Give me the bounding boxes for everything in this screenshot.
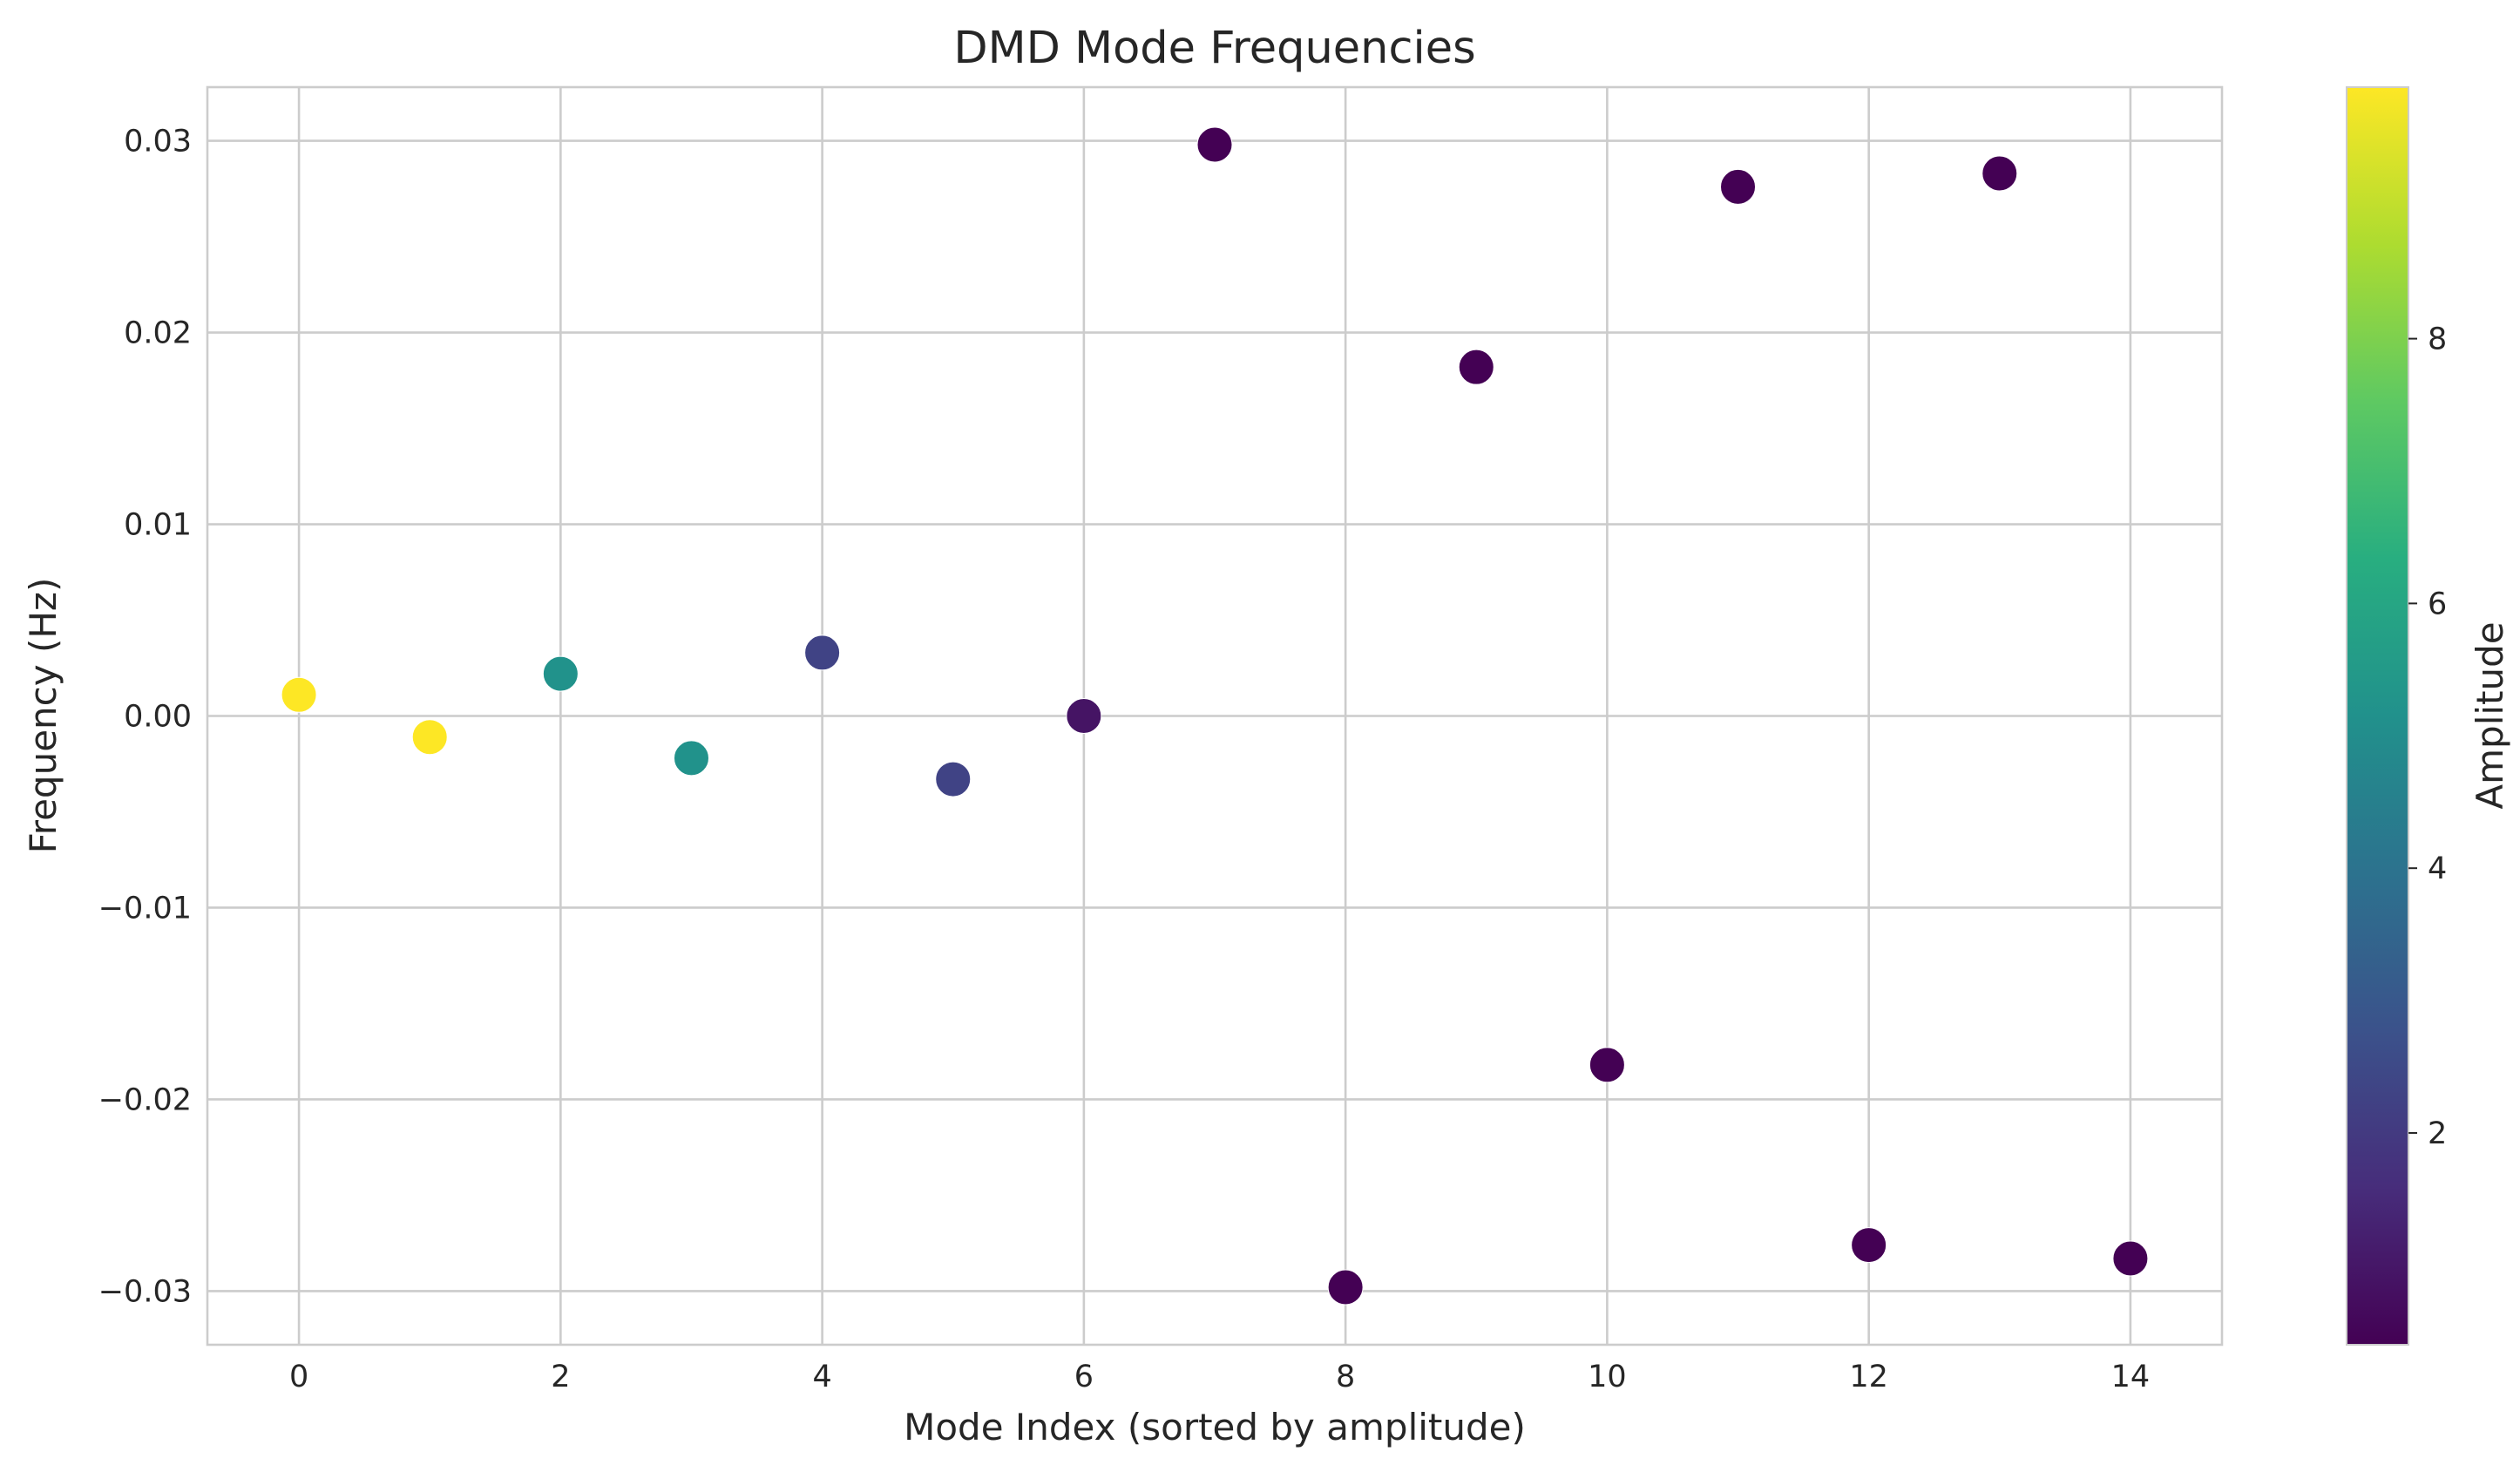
y-tick-label: −0.01 xyxy=(98,891,192,926)
data-point xyxy=(1851,1227,1887,1264)
data-point xyxy=(1066,698,1102,734)
data-point xyxy=(1327,1269,1364,1306)
data-points xyxy=(281,126,2149,1306)
colorbar-tick-label: 4 xyxy=(2428,851,2447,886)
data-point xyxy=(281,676,317,713)
x-tick-label: 4 xyxy=(812,1360,831,1394)
y-tick-label: 0.01 xyxy=(124,508,192,543)
y-tick-label: −0.03 xyxy=(98,1274,192,1309)
data-point xyxy=(1720,168,1757,205)
grid xyxy=(207,87,2222,1345)
colorbar-tick-label: 8 xyxy=(2428,322,2447,357)
x-axis-label: Mode Index (sorted by amplitude) xyxy=(904,1406,1526,1448)
data-point xyxy=(542,655,579,692)
data-point xyxy=(1458,349,1494,385)
data-point xyxy=(935,761,972,797)
y-tick-label: 0.02 xyxy=(124,316,192,351)
x-tick-label: 2 xyxy=(551,1360,570,1394)
data-point xyxy=(411,719,448,756)
data-point xyxy=(804,634,841,671)
colorbar-tick-label: 2 xyxy=(2428,1116,2447,1151)
data-point xyxy=(1196,126,1233,163)
y-axis-ticks: 0.03 0.02 0.01 0.00 −0.01 −0.02 −0.03 xyxy=(98,125,192,1310)
plot-frame xyxy=(206,85,2224,1347)
y-tick-label: 0.00 xyxy=(124,700,192,735)
colorbar-label: Amplitude xyxy=(2469,621,2511,809)
colorbar-tick-label: 6 xyxy=(2428,587,2447,621)
y-tick-label: 0.03 xyxy=(124,125,192,159)
x-tick-label: 8 xyxy=(1336,1360,1355,1394)
data-point xyxy=(1981,155,2018,192)
x-axis-ticks: 0 2 4 6 8 10 12 14 xyxy=(289,1360,2150,1394)
data-point xyxy=(2112,1240,2149,1277)
x-tick-label: 14 xyxy=(2111,1360,2151,1394)
x-tick-label: 10 xyxy=(1588,1360,1627,1394)
colorbar xyxy=(2346,86,2409,1346)
data-point xyxy=(673,740,709,777)
y-axis-label: Frequency (Hz) xyxy=(22,578,64,854)
y-tick-label: −0.02 xyxy=(98,1082,192,1117)
x-tick-label: 12 xyxy=(1849,1360,1888,1394)
x-tick-label: 0 xyxy=(289,1360,308,1394)
chart-title: DMD Mode Frequencies xyxy=(953,23,1475,74)
data-point xyxy=(1589,1047,1625,1083)
colorbar-ticks: 2 4 6 8 xyxy=(2408,322,2447,1151)
x-tick-label: 6 xyxy=(1074,1360,1094,1394)
